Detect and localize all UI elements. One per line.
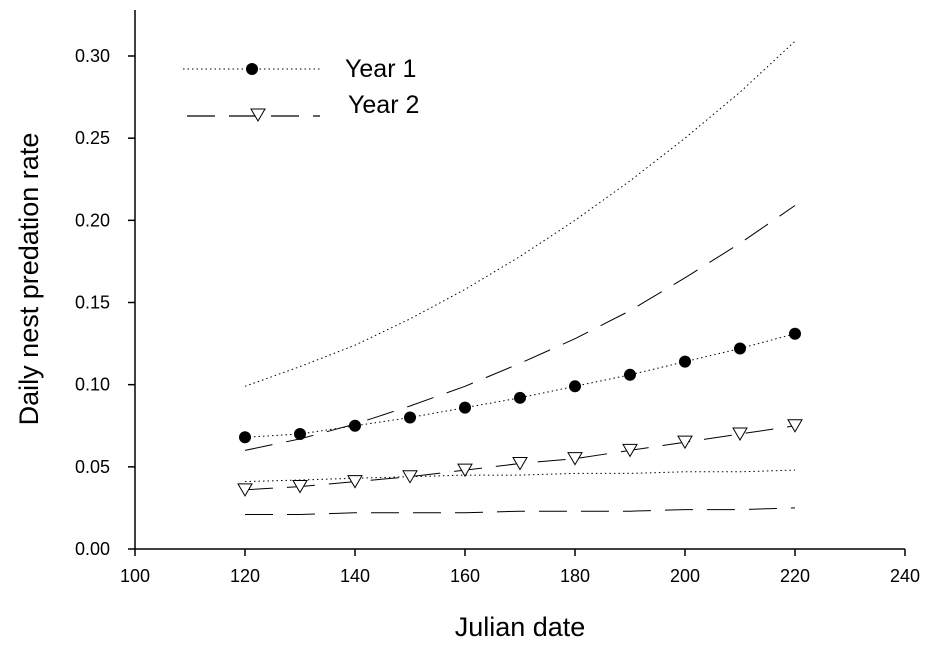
legend-item-year-2: Year 2 — [187, 91, 419, 122]
data-point-year-2 — [567, 452, 583, 466]
data-point-year-2 — [237, 483, 253, 497]
data-point-year-2 — [292, 480, 308, 494]
band-year-2-upper — [244, 205, 796, 451]
y-tick-label: 0.25 — [75, 128, 110, 148]
plot-area: 100 120 140 160 180 200 220 240 0.00 0.05 0.10 0.1… — [75, 10, 920, 586]
x-tick-label: 140 — [340, 566, 370, 586]
band-year-2-lower — [245, 507, 796, 515]
data-point-year-1 — [459, 401, 471, 414]
data-point-year-1 — [294, 427, 306, 440]
data-point-year-2 — [347, 475, 363, 489]
data-point-year-2 — [677, 435, 693, 450]
x-tick-label: 160 — [450, 566, 480, 586]
x-axis-title: Julian date — [455, 612, 586, 642]
data-point-year-2 — [457, 463, 473, 478]
x-tick-label: 180 — [560, 566, 590, 586]
legend-label-year-2: Year 2 — [348, 91, 419, 119]
legend-marker-year-1 — [246, 63, 258, 75]
data-point-year-1 — [679, 355, 691, 368]
y-tick-label: 0.00 — [75, 539, 110, 559]
y-tick-label: 0.30 — [75, 46, 110, 66]
legend-label-year-1: Year 1 — [345, 55, 416, 83]
y-tick-label: 0.20 — [75, 210, 110, 230]
data-point-year-2 — [512, 457, 528, 471]
x-tick-label: 100 — [120, 566, 150, 586]
data-point-year-1 — [404, 411, 416, 424]
x-tick-label: 200 — [670, 566, 700, 586]
data-point-year-2 — [402, 470, 418, 484]
data-point-year-2 — [732, 427, 748, 441]
data-point-year-1 — [514, 391, 526, 404]
data-point-year-1 — [789, 327, 801, 340]
data-point-year-2 — [787, 419, 803, 433]
band-year-1-upper — [244, 40, 796, 387]
series-layer — [237, 327, 803, 497]
legend-item-year-1: Year 1 — [183, 55, 416, 83]
legend: Year 1 Year 2 — [183, 55, 419, 122]
y-tick-label: 0.10 — [75, 375, 110, 395]
x-tick-label: 220 — [780, 566, 810, 586]
y-ticks: 0.00 0.05 0.10 0.15 0.20 0.25 0.30 — [75, 46, 135, 559]
data-point-year-2 — [622, 443, 638, 458]
data-point-year-1 — [349, 419, 361, 432]
y-tick-label: 0.05 — [75, 457, 110, 477]
y-tick-label: 0.15 — [75, 293, 110, 313]
y-axis-title: Daily nest predation rate — [14, 133, 44, 426]
x-tick-label: 120 — [230, 566, 260, 586]
confidence-bands — [244, 40, 796, 515]
x-ticks: 100 120 140 160 180 200 220 240 — [120, 549, 920, 586]
band-year-1-lower — [244, 469, 796, 483]
series-line-year-1 — [244, 333, 796, 438]
data-point-year-1 — [624, 368, 636, 381]
data-point-year-1 — [734, 342, 746, 355]
data-point-year-1 — [569, 380, 581, 393]
data-point-year-1 — [239, 431, 251, 444]
x-tick-label: 240 — [890, 566, 920, 586]
legend-marker-year-2 — [250, 108, 266, 122]
